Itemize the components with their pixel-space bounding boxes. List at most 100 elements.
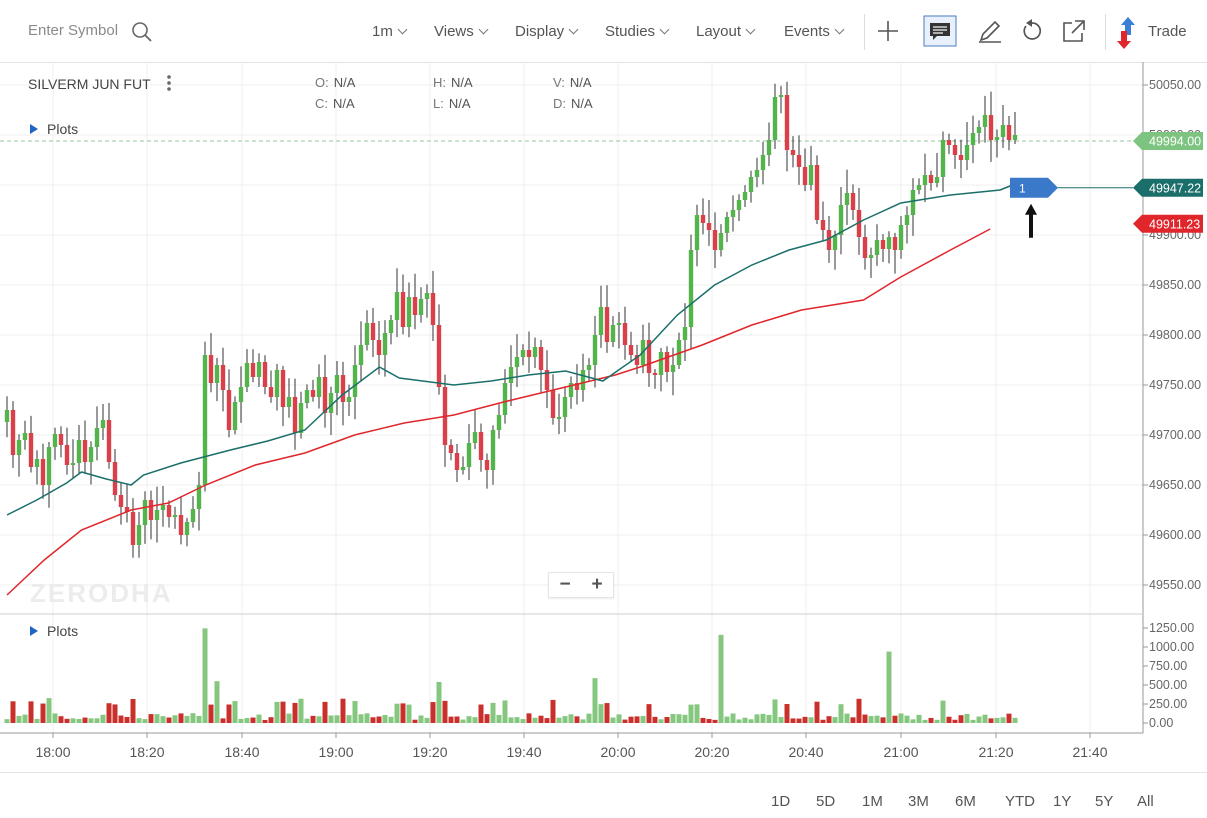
time-tick-label: 19:20 bbox=[412, 744, 447, 760]
price-plots-toggle[interactable]: Plots bbox=[30, 121, 78, 137]
trade-arrows-icon[interactable] bbox=[1114, 15, 1142, 51]
trade-button[interactable]: Trade bbox=[1148, 23, 1187, 40]
candle-body bbox=[628, 345, 634, 355]
instrument-title[interactable]: SILVERM JUN FUT bbox=[28, 76, 151, 92]
toolbar-divider bbox=[864, 14, 865, 50]
volume-bar bbox=[76, 718, 82, 723]
candle-body bbox=[694, 215, 700, 250]
display-menu[interactable]: Display bbox=[515, 23, 579, 40]
refresh-icon[interactable] bbox=[1017, 16, 1047, 46]
volume-bar bbox=[610, 717, 616, 723]
candle-body bbox=[310, 390, 316, 397]
volume-bar bbox=[430, 702, 436, 723]
candle-body bbox=[334, 375, 340, 393]
time-tick-label: 19:00 bbox=[318, 744, 353, 760]
studies-menu[interactable]: Studies bbox=[605, 23, 670, 40]
volume-bar bbox=[712, 719, 718, 723]
candle-body bbox=[838, 205, 844, 235]
volume-tick-label: 500.00 bbox=[1149, 678, 1187, 692]
candle-body bbox=[64, 445, 70, 465]
volume-bar bbox=[286, 713, 292, 723]
volume-bar bbox=[148, 714, 154, 723]
volume-bar bbox=[400, 703, 406, 723]
candle-body bbox=[280, 370, 286, 407]
candle-body bbox=[646, 340, 652, 373]
range-button-1m[interactable]: 1M bbox=[862, 793, 883, 810]
volume-bar bbox=[106, 703, 112, 723]
draw-pencil-icon[interactable] bbox=[975, 16, 1005, 46]
volume-tick-label: 250.00 bbox=[1149, 697, 1187, 711]
candle-body bbox=[880, 240, 886, 249]
symbol-search-input[interactable]: Enter Symbol bbox=[28, 22, 119, 39]
zoom-in-button[interactable]: + bbox=[591, 574, 603, 595]
range-button-1d[interactable]: 1D bbox=[771, 793, 791, 810]
candle-body bbox=[760, 155, 766, 170]
candle-body bbox=[172, 515, 178, 517]
events-menu[interactable]: Events bbox=[784, 23, 845, 40]
candle-body bbox=[754, 170, 760, 177]
candle-body bbox=[202, 355, 208, 485]
order-marker[interactable] bbox=[1010, 177, 1058, 198]
volume-tick-label: 750.00 bbox=[1149, 659, 1187, 673]
volume-bar bbox=[424, 717, 430, 723]
volume-bar bbox=[16, 715, 22, 723]
volume-bar bbox=[490, 702, 496, 723]
candle-body bbox=[136, 525, 142, 545]
candle-body bbox=[526, 350, 532, 357]
candle-body bbox=[892, 237, 898, 250]
candle-body bbox=[718, 233, 724, 250]
range-button-5y[interactable]: 5Y bbox=[1095, 793, 1114, 810]
volume-bar bbox=[346, 715, 352, 723]
views-menu[interactable]: Views bbox=[434, 23, 489, 40]
range-button-1y[interactable]: 1Y bbox=[1053, 793, 1072, 810]
volume-bar bbox=[550, 699, 556, 723]
interval-dropdown[interactable]: 1m bbox=[372, 23, 408, 40]
candle-body bbox=[934, 177, 940, 183]
more-options-icon[interactable] bbox=[166, 74, 172, 92]
volume-bar bbox=[364, 713, 370, 723]
volume-bar bbox=[502, 700, 508, 723]
volume-bar bbox=[40, 703, 46, 723]
watermark: ZERODHA bbox=[30, 578, 173, 608]
volume-bar bbox=[784, 704, 790, 723]
candle-body bbox=[742, 192, 748, 200]
range-button-6m[interactable]: 6M bbox=[955, 793, 976, 810]
volume-bar bbox=[262, 719, 268, 723]
candle-body bbox=[964, 145, 970, 160]
range-button-3m[interactable]: 3M bbox=[908, 793, 929, 810]
candle-body bbox=[322, 377, 328, 413]
volume-bar bbox=[418, 715, 424, 723]
volume-bar bbox=[568, 714, 574, 723]
price-chart[interactable]: 50050.0050000.0049950.0049900.0049850.00… bbox=[0, 0, 1207, 772]
volume-bar bbox=[574, 716, 580, 723]
volume-bar bbox=[304, 718, 310, 723]
candle-body bbox=[430, 293, 436, 325]
up-arrow-icon bbox=[1025, 203, 1037, 238]
volume-plots-toggle[interactable]: Plots bbox=[30, 623, 78, 639]
candle-body bbox=[244, 363, 250, 387]
search-icon[interactable] bbox=[131, 21, 153, 43]
crosshair-icon[interactable] bbox=[873, 16, 903, 46]
volume-bar bbox=[598, 704, 604, 723]
volume-bar bbox=[436, 681, 442, 723]
volume-bar bbox=[442, 700, 448, 723]
price-tick-label: 49850.00 bbox=[1149, 278, 1201, 292]
candle-body bbox=[184, 522, 190, 535]
candle-body bbox=[856, 210, 862, 237]
range-button-5d[interactable]: 5D bbox=[816, 793, 836, 810]
zoom-out-button[interactable]: − bbox=[559, 574, 571, 595]
chat-comment-icon[interactable] bbox=[923, 15, 957, 47]
volume-bar bbox=[454, 716, 460, 723]
volume-bar bbox=[874, 715, 880, 723]
candle-body bbox=[844, 193, 850, 205]
candle-body bbox=[862, 237, 868, 258]
candle-body bbox=[562, 397, 568, 417]
candle-body bbox=[238, 387, 244, 402]
range-button-ytd[interactable]: YTD bbox=[1005, 793, 1035, 810]
range-button-all[interactable]: All bbox=[1137, 793, 1154, 810]
layout-menu[interactable]: Layout bbox=[696, 23, 756, 40]
volume-bar bbox=[34, 718, 40, 723]
popout-icon[interactable] bbox=[1059, 16, 1089, 46]
candle-body bbox=[712, 230, 718, 250]
candle-body bbox=[982, 115, 988, 127]
